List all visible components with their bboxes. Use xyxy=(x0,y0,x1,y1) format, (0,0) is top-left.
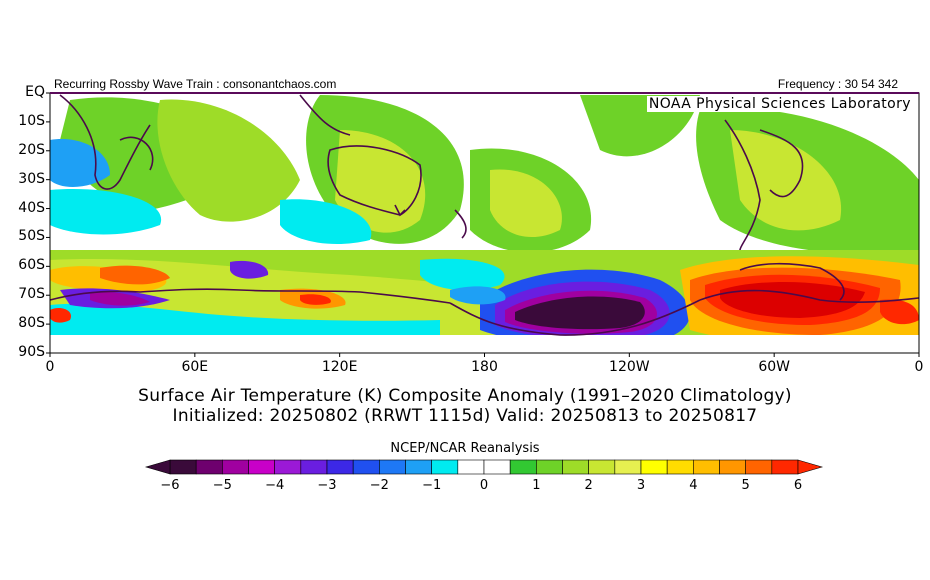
x-tick-label: 120E xyxy=(321,359,358,375)
colorbar-segment xyxy=(588,459,616,475)
colorbar-segment xyxy=(352,459,380,475)
colorbar-segment xyxy=(693,459,720,475)
colorbar-min-arrow xyxy=(144,459,171,475)
colorbar-segment xyxy=(195,459,223,475)
colorbar xyxy=(144,459,824,475)
coastlines xyxy=(49,94,920,336)
x-tick-label: 180 xyxy=(471,359,498,375)
x-tick-label: 60E xyxy=(181,359,209,375)
colorbar-segment xyxy=(431,459,459,475)
axis-ticks xyxy=(46,92,920,357)
colorbar-tick-label: 4 xyxy=(689,478,698,493)
colorbar-segment xyxy=(483,459,511,475)
y-tick-label: 50S xyxy=(18,228,45,245)
colorbar-segment xyxy=(745,459,773,475)
colorbar-tick-label: −1 xyxy=(422,478,442,493)
header-left: Recurring Rossby Wave Train : consonantc… xyxy=(54,77,337,91)
title-line2: Initialized: 20250802 (RRWT 1115d) Valid… xyxy=(172,406,758,426)
colorbar-segment xyxy=(771,459,799,475)
y-tick-label: 60S xyxy=(18,257,45,274)
x-tick-label: 60W xyxy=(758,359,790,375)
y-tick-label: EQ xyxy=(25,84,45,100)
colorbar-tick-label: 0 xyxy=(479,478,489,493)
colorbar-segment xyxy=(405,459,432,475)
colorbar-max-arrow xyxy=(797,459,824,475)
colorbar-tick-label: 5 xyxy=(741,478,750,493)
legend-source: NCEP/NCAR Reanalysis xyxy=(390,441,540,456)
colorbar-segment xyxy=(300,459,328,475)
colorbar-tick-label: 2 xyxy=(584,478,593,493)
y-tick-label: 80S xyxy=(18,315,45,332)
colorbar-segment xyxy=(274,459,302,475)
x-tick-label: 0 xyxy=(45,359,55,375)
y-tick-label: 40S xyxy=(18,199,45,216)
header-right: Frequency : 30 54 342 xyxy=(777,77,898,91)
colorbar-segment xyxy=(536,459,563,475)
colorbar-tick-label: −2 xyxy=(369,478,389,493)
colorbar-tick-label: 6 xyxy=(793,478,803,493)
title-line1: Surface Air Temperature (K) Composite An… xyxy=(138,386,792,406)
colorbar-segment xyxy=(222,459,249,475)
lab-name: NOAA Physical Sciences Laboratory xyxy=(646,96,913,112)
colorbar-tick-label: 1 xyxy=(532,478,541,493)
anomaly-field xyxy=(50,93,919,353)
x-tick-label: 120W xyxy=(609,359,650,375)
colorbar-tick-label: −4 xyxy=(265,478,285,493)
colorbar-tick-label: 3 xyxy=(636,478,646,493)
colorbar-segment xyxy=(640,459,668,475)
y-tick-label: 20S xyxy=(18,141,45,158)
colorbar-segment xyxy=(614,459,642,475)
colorbar-tick-label: −6 xyxy=(160,478,180,493)
y-tick-label: 70S xyxy=(18,286,45,303)
colorbar-segment xyxy=(326,459,354,475)
y-tick-label: 30S xyxy=(18,170,45,187)
colorbar-segment xyxy=(169,459,197,475)
colorbar-segment xyxy=(562,459,589,475)
colorbar-segment xyxy=(509,459,537,475)
colorbar-tick-label: −3 xyxy=(317,478,337,493)
y-tick-label: 10S xyxy=(18,112,45,129)
x-tick-label: 0 xyxy=(914,359,924,375)
colorbar-segment xyxy=(457,459,485,475)
colorbar-segment xyxy=(666,459,694,475)
colorbar-segment xyxy=(719,459,746,475)
y-tick-label: 90S xyxy=(18,344,45,360)
colorbar-segment xyxy=(379,459,406,475)
colorbar-tick-label: −5 xyxy=(212,478,232,493)
colorbar-segment xyxy=(248,459,275,475)
